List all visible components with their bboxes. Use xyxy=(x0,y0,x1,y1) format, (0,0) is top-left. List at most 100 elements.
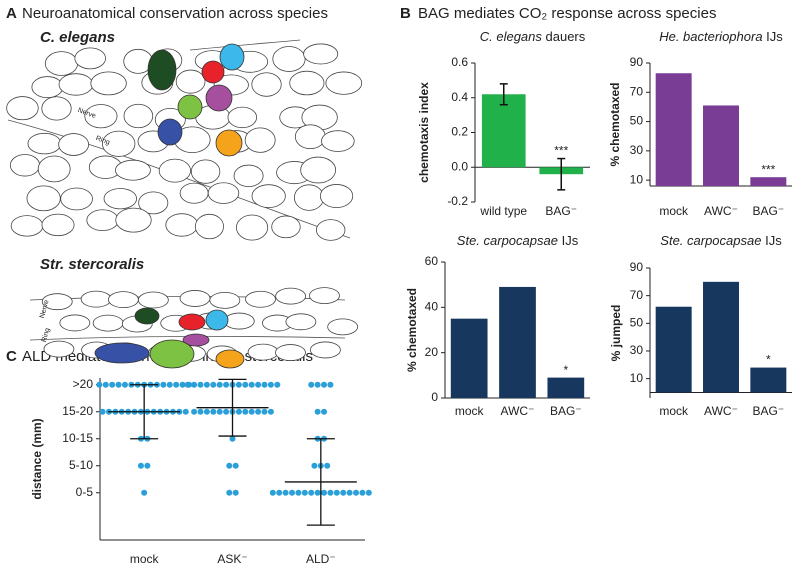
y-tick-label: 60 xyxy=(425,254,439,268)
chart-title: Ste. carpocapsae IJs xyxy=(660,233,782,248)
cell xyxy=(321,130,355,152)
cell xyxy=(309,287,340,304)
y-tick-label: 0.6 xyxy=(451,55,468,69)
cell xyxy=(179,182,209,204)
data-point xyxy=(197,381,204,388)
cell xyxy=(123,103,154,129)
y-tick-label: >20 xyxy=(73,377,94,391)
data-point xyxy=(255,381,262,388)
cell xyxy=(275,344,306,361)
cell xyxy=(233,164,264,188)
y-tick-label: 70 xyxy=(630,84,644,98)
panel-letter: A xyxy=(6,5,17,22)
y-tick-label: 70 xyxy=(630,288,644,302)
y-tick-label: 50 xyxy=(630,315,644,329)
x-tick-label: wild type xyxy=(479,204,527,218)
data-point xyxy=(184,381,191,388)
chart-title-species: Ste. carpocapsae xyxy=(457,233,558,248)
cell xyxy=(138,191,169,215)
cell xyxy=(115,159,151,181)
cell xyxy=(102,130,136,157)
data-point xyxy=(267,408,274,415)
chart-title-rest: IJs xyxy=(766,29,783,44)
neuron xyxy=(149,339,195,369)
chart-title: Ste. carpocapsae IJs xyxy=(457,233,579,248)
data-point xyxy=(166,381,173,388)
data-point xyxy=(311,462,318,469)
neuron xyxy=(177,94,203,120)
data-point xyxy=(314,381,321,388)
data-point xyxy=(99,408,106,415)
data-point xyxy=(314,408,321,415)
bar xyxy=(450,318,488,398)
data-point xyxy=(321,489,328,496)
data-point xyxy=(282,489,289,496)
neuron xyxy=(178,313,206,331)
species-label: Str. stercoralis xyxy=(40,256,144,273)
data-point xyxy=(216,408,223,415)
data-point xyxy=(232,489,239,496)
significance-label: *** xyxy=(761,162,775,176)
cell xyxy=(137,291,169,309)
data-point xyxy=(102,381,109,388)
cell xyxy=(43,340,75,358)
cell xyxy=(31,76,64,99)
cell xyxy=(158,158,191,183)
cell xyxy=(251,184,286,208)
chart-title: He. bacteriophora IJs xyxy=(659,29,783,44)
y-axis-label: % jumped xyxy=(609,305,623,362)
neuron xyxy=(157,118,183,146)
cell xyxy=(247,343,279,361)
bar xyxy=(703,105,739,186)
data-point xyxy=(353,489,360,496)
neuron xyxy=(94,342,150,364)
neuron xyxy=(215,129,243,157)
x-tick-label: mock xyxy=(659,404,689,418)
bar xyxy=(750,177,787,186)
panel-letter: C xyxy=(6,348,17,365)
data-point xyxy=(121,381,128,388)
cell xyxy=(41,293,73,311)
cell xyxy=(165,213,199,237)
cell xyxy=(80,290,112,308)
cell xyxy=(74,47,106,70)
data-point xyxy=(261,408,268,415)
sd-bar xyxy=(306,438,335,526)
y-tick-label: 10-15 xyxy=(62,431,93,445)
chart-title: C. elegans dauers xyxy=(480,29,586,44)
bar xyxy=(655,306,692,393)
chart-title-rest: dauers xyxy=(546,29,586,44)
data-point xyxy=(223,381,230,388)
cell xyxy=(319,184,354,209)
neuron xyxy=(205,309,229,331)
data-point xyxy=(301,489,308,496)
nerve-label: Nerve xyxy=(39,299,51,319)
x-tick-label: BAG⁻ xyxy=(545,204,577,218)
cell xyxy=(300,156,337,184)
data-point xyxy=(203,381,210,388)
y-tick-label: 90 xyxy=(630,260,644,274)
data-point xyxy=(223,408,230,415)
cell xyxy=(190,159,221,184)
cell xyxy=(271,215,301,239)
cell xyxy=(37,155,71,183)
significance-label: * xyxy=(563,363,568,377)
cell xyxy=(309,341,341,359)
cell xyxy=(272,46,306,72)
cell xyxy=(60,187,93,211)
x-tick-label: mock xyxy=(659,204,689,218)
cell xyxy=(84,104,118,129)
bar xyxy=(547,377,585,398)
y-tick-label: -0.2 xyxy=(447,194,468,208)
cell xyxy=(275,287,307,305)
data-point xyxy=(210,381,217,388)
data-point xyxy=(115,381,122,388)
cell xyxy=(227,106,258,129)
y-tick-label: 0-5 xyxy=(76,485,94,499)
y-tick-label: 40 xyxy=(425,300,439,314)
chart-title-species: He. bacteriophora xyxy=(659,29,762,44)
panel-title: Neuroanatomical conservation across spec… xyxy=(22,5,328,22)
bar xyxy=(655,73,692,186)
chart-title-rest: IJs xyxy=(562,233,579,248)
